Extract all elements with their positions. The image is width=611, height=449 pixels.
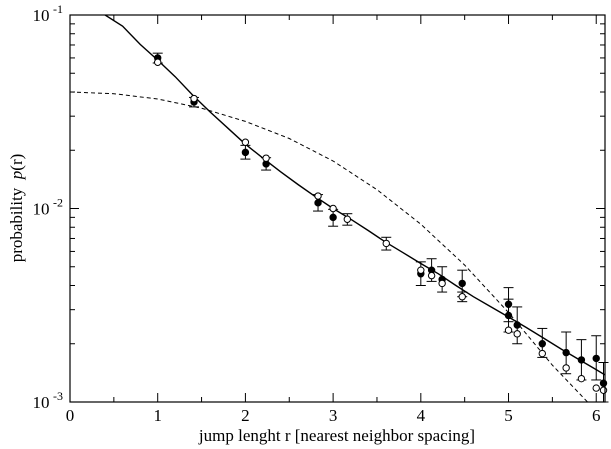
- x-tick-label: 2: [241, 406, 250, 425]
- y-tick-label: 10: [33, 200, 50, 219]
- data-point-filled: [538, 340, 546, 348]
- data-point-filled: [592, 354, 600, 363]
- plot-frame: [69, 14, 606, 403]
- fit-curves: [70, 15, 605, 402]
- data-point-filled: [329, 213, 337, 222]
- y-tick-label-exponent: -1: [53, 2, 63, 16]
- data-point-open: [314, 192, 322, 200]
- data-point-open: [458, 293, 466, 301]
- y-axis-label-suffix: (r): [7, 154, 26, 171]
- x-tick-label: 6: [592, 406, 601, 425]
- data-point-open: [577, 374, 586, 383]
- data-point-open: [329, 204, 337, 213]
- data-point-open: [504, 326, 513, 334]
- data-point-filled: [314, 199, 322, 207]
- data-point-open: [438, 279, 446, 288]
- data-point-open: [417, 266, 425, 274]
- y-axis-label-symbol: p: [7, 171, 26, 181]
- data-point-open: [343, 215, 352, 223]
- data-point-open: [592, 384, 600, 392]
- fit-curve-dashed: [70, 91, 588, 402]
- x-axis-label: jump lenght r [nearest neighbor spacing]: [198, 426, 475, 445]
- data-point-filled: [241, 148, 250, 157]
- data-points: [154, 54, 608, 394]
- data-point-open: [382, 239, 390, 248]
- data-point-filled: [504, 300, 513, 308]
- y-axis-label-prefix: probability: [7, 179, 26, 262]
- data-point-open: [241, 138, 250, 146]
- y-tick-label-exponent: -3: [53, 389, 63, 403]
- data-point-open: [190, 94, 198, 103]
- fit-curve-solid: [104, 15, 605, 376]
- y-tick-label: 10: [33, 393, 50, 412]
- data-point-filled: [577, 356, 586, 364]
- data-point-open: [262, 154, 270, 162]
- x-tick-label: 4: [417, 406, 426, 425]
- data-point-open: [513, 330, 521, 338]
- data-point-open: [562, 364, 570, 372]
- x-axis-ticks: 0 1 2 3 4 5 6: [66, 15, 601, 425]
- data-point-filled: [599, 379, 608, 387]
- data-point-filled: [513, 321, 521, 329]
- data-point-open: [538, 349, 546, 358]
- y-axis-ticks: 10-110-210-3: [33, 2, 605, 412]
- data-point-open: [427, 271, 436, 280]
- y-axis-label: probability p(r): [7, 154, 26, 263]
- x-tick-label: 5: [504, 406, 513, 425]
- data-point-open: [599, 386, 608, 394]
- data-point-open: [154, 58, 162, 66]
- y-tick-label-exponent: -2: [53, 196, 63, 210]
- x-tick-label: 1: [153, 406, 162, 425]
- error-bars: [152, 52, 609, 403]
- data-point-filled: [562, 348, 570, 357]
- y-tick-label: 10: [33, 6, 50, 25]
- data-point-filled: [458, 279, 466, 288]
- data-point-filled: [504, 311, 513, 320]
- x-tick-label: 3: [329, 406, 338, 425]
- x-tick-label: 0: [66, 406, 75, 425]
